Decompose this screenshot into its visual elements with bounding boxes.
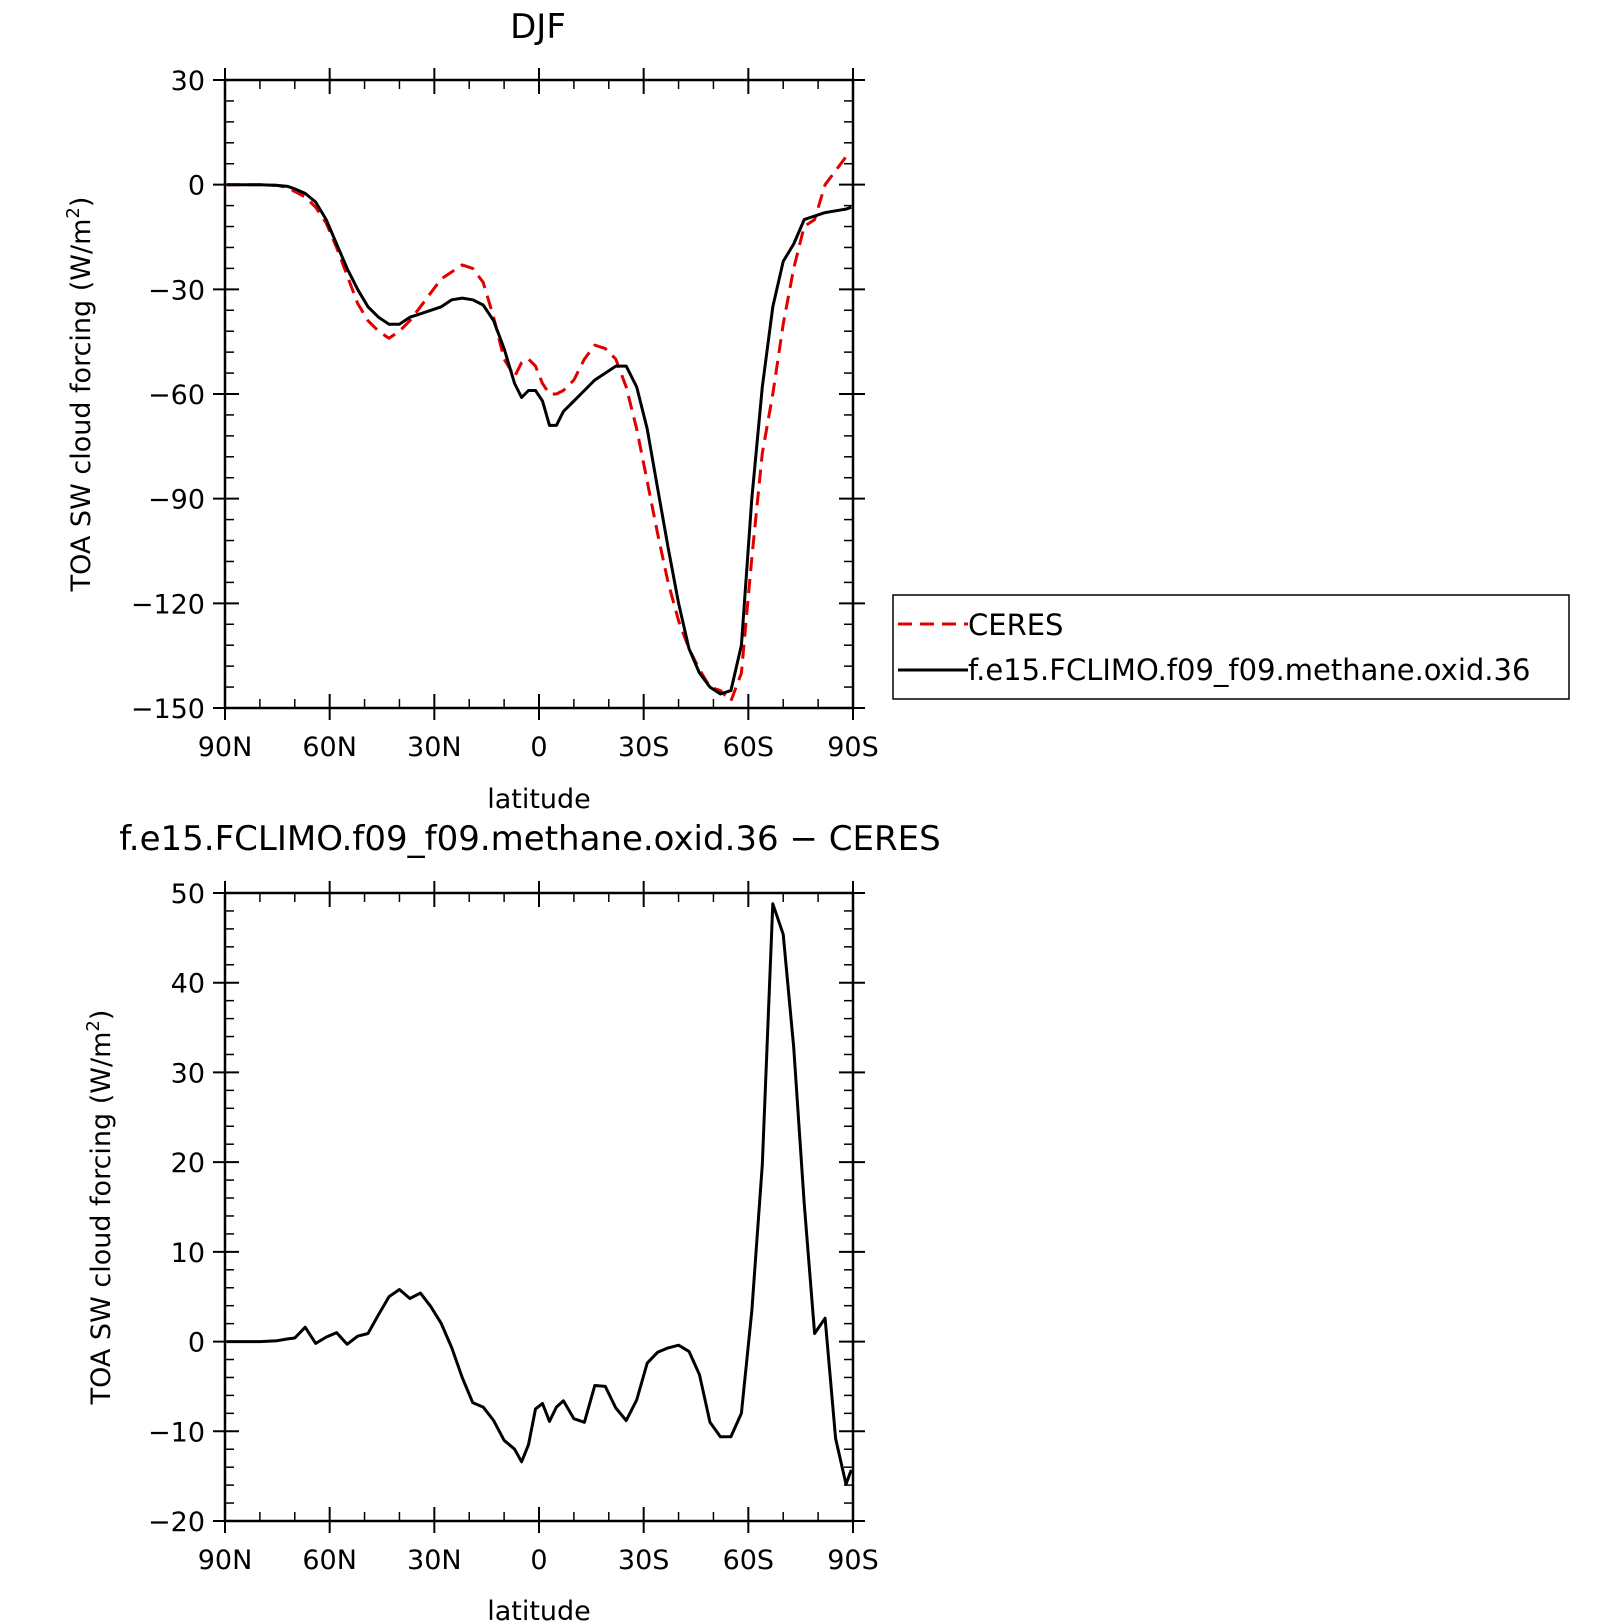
x-tick-label: 30N bbox=[407, 732, 462, 763]
chart-difference: f.e15.FCLIMO.f09_f09.methane.oxid.36 − C… bbox=[83, 819, 941, 1624]
x-tick-label: 60S bbox=[723, 732, 775, 763]
x-tick-label: 90S bbox=[827, 732, 879, 763]
y-axis-label: TOA SW cloud forcing (W/m2) bbox=[83, 1010, 117, 1406]
y-axis-label-main: TOA SW cloud forcing (W/m bbox=[86, 1032, 117, 1406]
minor-ticks bbox=[225, 893, 853, 1521]
legend: CERES f.e15.FCLIMO.f09_f09.methane.oxid.… bbox=[892, 594, 1570, 700]
x-tick-label: 90N bbox=[198, 732, 253, 763]
chart-title: DJF bbox=[510, 7, 566, 47]
x-axis-label: latitude bbox=[487, 1596, 591, 1624]
x-tick-label: 90S bbox=[827, 1545, 879, 1576]
y-tick-labels: 30 0 −30 −60 −90 −120 −150 bbox=[131, 66, 205, 725]
series-line-1 bbox=[226, 183, 852, 696]
y-axis-label-superscript: 2 bbox=[83, 1020, 104, 1031]
y-tick-label: −150 bbox=[131, 694, 205, 725]
y-tick-label: 0 bbox=[188, 1328, 205, 1359]
y-tick-label: 30 bbox=[171, 66, 205, 97]
y-tick-label: −60 bbox=[148, 380, 205, 411]
legend-box bbox=[892, 594, 1570, 700]
series-line-0 bbox=[226, 902, 853, 1486]
series-lines bbox=[226, 902, 853, 1486]
x-tick-label: 30S bbox=[618, 1545, 670, 1576]
x-tick-label: 0 bbox=[530, 732, 547, 763]
y-tick-label: 20 bbox=[171, 1148, 205, 1179]
y-axis-label-main: TOA SW cloud forcing (W/m bbox=[66, 219, 97, 593]
y-tick-labels: 50 40 30 20 10 0 −10 −20 bbox=[148, 879, 205, 1538]
y-tick-label: 0 bbox=[188, 171, 205, 202]
y-axis-label-close: ) bbox=[66, 197, 97, 208]
x-tick-label: 60S bbox=[723, 1545, 775, 1576]
y-tick-label: −120 bbox=[131, 589, 205, 620]
x-tick-label: 30S bbox=[618, 732, 670, 763]
y-axis-label-superscript: 2 bbox=[63, 207, 84, 218]
y-tick-label: 10 bbox=[171, 1238, 205, 1269]
y-axis-label: TOA SW cloud forcing (W/m2) bbox=[63, 197, 97, 593]
x-tick-label: 60N bbox=[302, 1545, 357, 1576]
legend-label-ceres: CERES bbox=[968, 608, 1063, 642]
series-lines bbox=[226, 155, 852, 703]
major-ticks bbox=[213, 68, 865, 720]
x-axis-label: latitude bbox=[487, 784, 591, 815]
y-tick-label: 50 bbox=[171, 879, 205, 910]
legend-label-model: f.e15.FCLIMO.f09_f09.methane.oxid.36 bbox=[968, 653, 1530, 687]
y-tick-label: −90 bbox=[148, 485, 205, 516]
x-tick-label: 90N bbox=[198, 1545, 253, 1576]
x-tick-label: 30N bbox=[407, 1545, 462, 1576]
y-tick-label: −10 bbox=[148, 1417, 205, 1448]
y-tick-label: −30 bbox=[148, 275, 205, 306]
y-tick-label: 30 bbox=[171, 1058, 205, 1089]
y-axis-label-close: ) bbox=[86, 1010, 117, 1021]
chart-djf: DJF 90N 60N 30N 0 30S 60S 90S 30 0 −30 −60 −90 −120… bbox=[63, 7, 1570, 815]
minor-ticks bbox=[225, 80, 853, 708]
chart-title: f.e15.FCLIMO.f09_f09.methane.oxid.36 − C… bbox=[119, 819, 940, 859]
series-line-0 bbox=[226, 155, 852, 703]
x-tick-label: 0 bbox=[530, 1545, 547, 1576]
y-tick-label: 40 bbox=[171, 969, 205, 1000]
major-ticks bbox=[213, 881, 865, 1533]
x-tick-labels: 90N 60N 30N 0 30S 60S 90S bbox=[198, 732, 879, 763]
x-tick-label: 60N bbox=[302, 732, 357, 763]
x-tick-labels: 90N 60N 30N 0 30S 60S 90S bbox=[198, 1545, 879, 1576]
y-tick-label: −20 bbox=[148, 1507, 205, 1538]
